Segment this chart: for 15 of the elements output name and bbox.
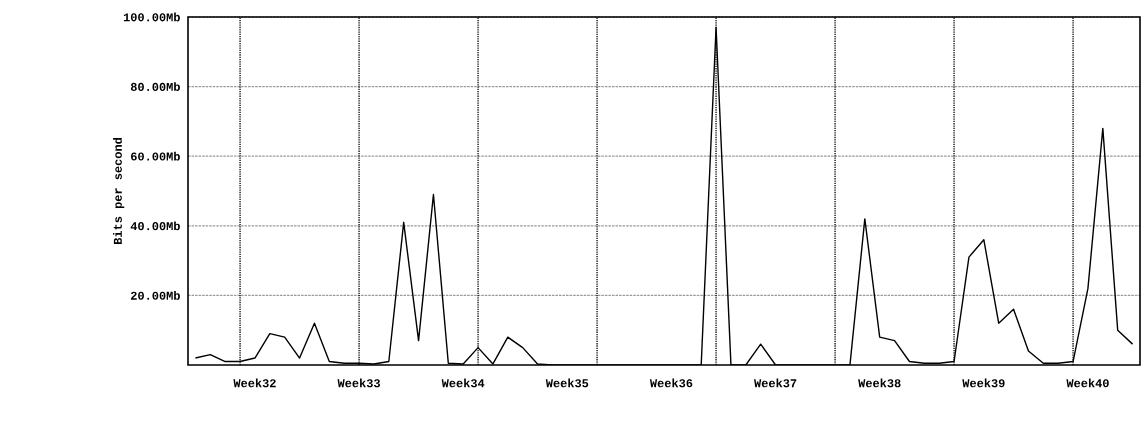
y-tick-label: 80.00Mb [130,82,180,91]
x-tick-label: Week37 [754,378,797,388]
x-tick-label: Week36 [649,378,693,388]
y-tick-label: 40.00Mb [130,221,180,231]
y-axis-title: Bits per second [113,138,125,245]
x-tick-label: Week38 [858,378,901,388]
x-tick-label: Week33 [337,378,380,388]
y-tick-label: 20.00Mb [130,291,180,300]
x-tick-label: Week32 [233,378,276,388]
y-tick-label: 100.00Mb [123,12,180,22]
x-tick-label: Week40 [1066,378,1109,388]
x-tick-label: Week39 [962,378,1005,388]
x-tick-label: Week34 [441,378,485,388]
x-tick-label: Week35 [545,378,589,388]
y-tick-label: 60.00Mb [131,151,180,161]
